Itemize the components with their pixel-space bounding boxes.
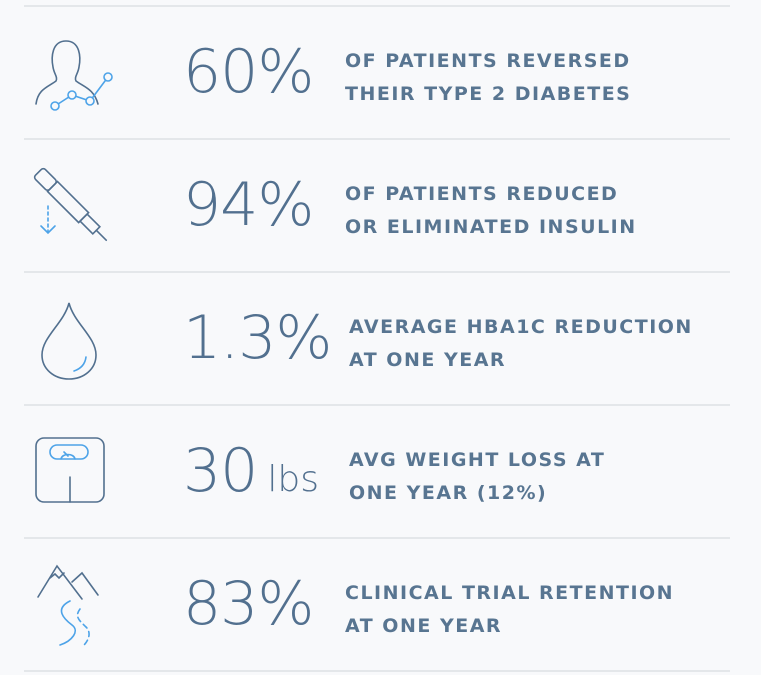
stat-value: 83% — [183, 539, 314, 670]
label-line: AT ONE YEAR — [349, 349, 507, 371]
stat-row: 83% CLINICAL TRIAL RETENTION AT ONE YEAR — [24, 539, 730, 672]
stat-value: 94% — [183, 140, 314, 271]
stats-list: 60% OF PATIENTS REVERSED THEIR TYPE 2 DIA… — [24, 5, 730, 672]
stat-row: 60% OF PATIENTS REVERSED THEIR TYPE 2 DIA… — [24, 7, 730, 140]
label-line: AVG WEIGHT LOSS AT — [349, 449, 606, 471]
label-line: AT ONE YEAR — [345, 615, 503, 637]
mountain-road-icon — [37, 564, 99, 646]
stat-label: AVG WEIGHT LOSS AT ONE YEAR (12%) — [349, 444, 605, 510]
label-line: THEIR TYPE 2 DIABETES — [345, 83, 632, 105]
stat-number: 60% — [183, 37, 314, 107]
stat-number: 94% — [183, 170, 314, 240]
stat-unit: lbs — [267, 459, 319, 500]
stat-row: 94% OF PATIENTS REDUCED OR ELIMINATED INS… — [24, 140, 730, 273]
stat-label: AVERAGE HBA1C REDUCTION AT ONE YEAR — [349, 311, 693, 377]
stat-number: 1.3% — [183, 303, 332, 373]
stat-label: CLINICAL TRIAL RETENTION AT ONE YEAR — [345, 577, 674, 643]
stat-label: OF PATIENTS REVERSED THEIR TYPE 2 DIABETE… — [345, 45, 631, 111]
label-line: CLINICAL TRIAL RETENTION — [345, 582, 675, 604]
insulin-pen-icon — [33, 167, 108, 242]
label-line: OF PATIENTS REDUCED — [345, 183, 619, 205]
stat-number: 30 — [183, 436, 258, 506]
stat-value: 30 lbs — [183, 406, 319, 537]
label-line: ONE YEAR (12%) — [349, 482, 548, 504]
stat-value: 1.3% — [183, 273, 332, 404]
person-chart-icon — [35, 40, 113, 111]
label-line: OF PATIENTS REVERSED — [345, 50, 631, 72]
stat-number: 83% — [183, 569, 314, 639]
scale-icon — [35, 437, 105, 503]
label-line: OR ELIMINATED INSULIN — [345, 216, 637, 238]
stat-value: 60% — [183, 7, 314, 138]
label-line: AVERAGE HBA1C REDUCTION — [349, 316, 693, 338]
stat-row: 1.3% AVERAGE HBA1C REDUCTION AT ONE YEAR — [24, 273, 730, 406]
stat-label: OF PATIENTS REDUCED OR ELIMINATED INSULIN — [345, 178, 637, 244]
stat-row: 30 lbs AVG WEIGHT LOSS AT ONE YEAR (12%) — [24, 406, 730, 539]
drop-icon — [41, 302, 97, 380]
